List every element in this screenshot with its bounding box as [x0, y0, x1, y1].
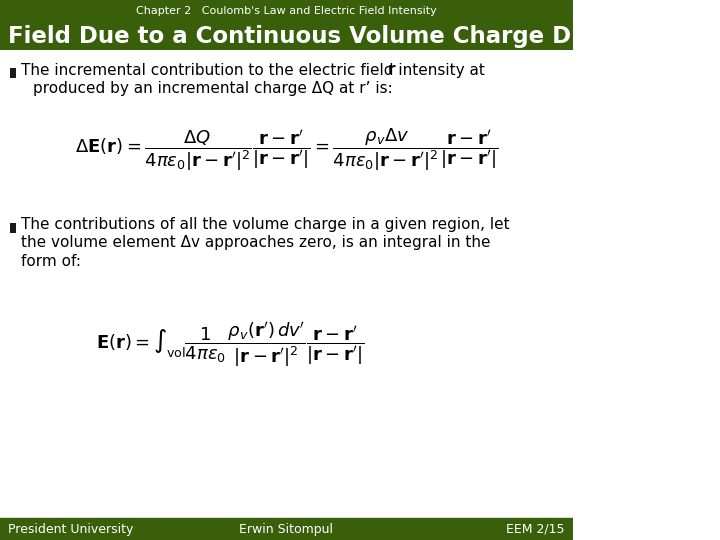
Text: $\Delta\mathbf{E}(\mathbf{r}) = \dfrac{\Delta Q}{4\pi\varepsilon_0|\mathbf{r}-\m: $\Delta\mathbf{E}(\mathbf{r}) = \dfrac{\…: [75, 126, 498, 173]
Text: the volume element Δv approaches zero, is an integral in the: the volume element Δv approaches zero, i…: [21, 235, 490, 251]
Text: The incremental contribution to the electric field intensity at: The incremental contribution to the elec…: [21, 63, 490, 78]
Text: r: r: [388, 63, 395, 78]
Text: $\mathbf{E}(\mathbf{r}) = \int_{\mathrm{vol}}\dfrac{1}{4\pi\varepsilon_0}\dfrac{: $\mathbf{E}(\mathbf{r}) = \int_{\mathrm{…: [96, 321, 365, 369]
Text: EEM 2/15: EEM 2/15: [506, 523, 564, 536]
Text: produced by an incremental charge ΔQ at r’ is:: produced by an incremental charge ΔQ at …: [33, 80, 393, 96]
FancyBboxPatch shape: [9, 68, 16, 78]
Text: form of:: form of:: [21, 253, 81, 268]
Text: President University: President University: [8, 523, 133, 536]
FancyBboxPatch shape: [0, 518, 572, 540]
FancyBboxPatch shape: [0, 0, 572, 22]
FancyBboxPatch shape: [0, 22, 572, 50]
Text: Chapter 2   Coulomb's Law and Electric Field Intensity: Chapter 2 Coulomb's Law and Electric Fie…: [136, 6, 437, 16]
Text: The contributions of all the volume charge in a given region, let: The contributions of all the volume char…: [21, 218, 509, 233]
Text: Erwin Sitompul: Erwin Sitompul: [239, 523, 333, 536]
FancyBboxPatch shape: [9, 223, 16, 233]
Text: Field Due to a Continuous Volume Charge Distribution: Field Due to a Continuous Volume Charge …: [8, 24, 706, 48]
